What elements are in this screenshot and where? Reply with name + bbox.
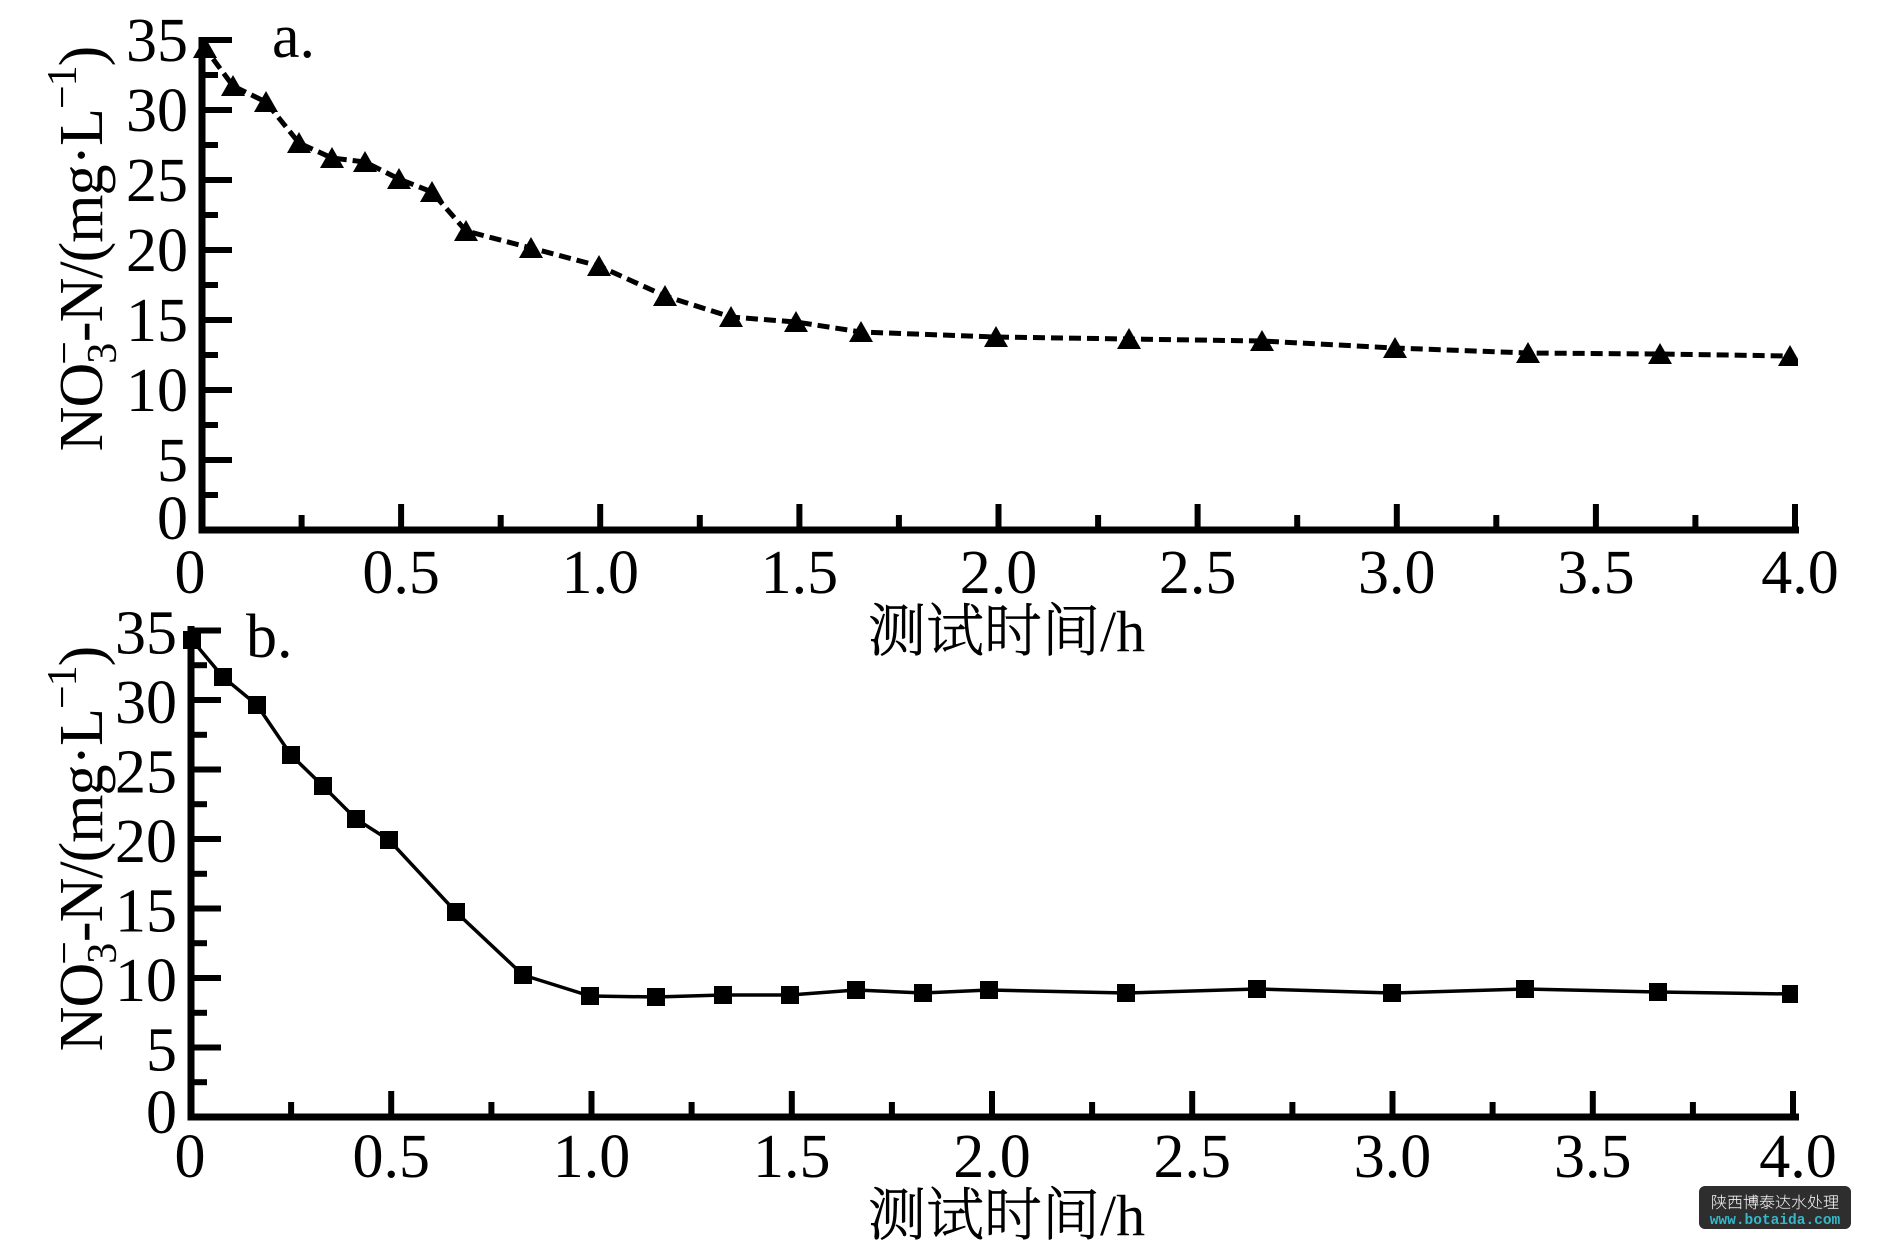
svg-text:1.5: 1.5 [761,539,839,607]
svg-text:NO3−-N/(mg·L−1): NO3−-N/(mg·L−1) [40,47,126,452]
svg-text:1.0: 1.0 [553,1123,631,1191]
svg-text:20: 20 [115,808,177,876]
svg-text:20: 20 [126,217,188,285]
svg-text:2.0: 2.0 [953,1123,1031,1191]
svg-text:0: 0 [175,539,206,607]
svg-text:2.0: 2.0 [960,539,1038,607]
svg-text:30: 30 [126,77,188,145]
svg-text:3.5: 3.5 [1557,539,1635,607]
svg-text:/h: /h [1100,1183,1145,1248]
svg-text:25: 25 [126,147,188,215]
svg-text:10: 10 [126,357,188,425]
svg-text:35: 35 [126,7,188,75]
svg-text:1.0: 1.0 [561,539,639,607]
svg-text:15: 15 [126,287,188,355]
svg-text:3.0: 3.0 [1354,1123,1432,1191]
svg-text:4.0: 4.0 [1761,539,1839,607]
svg-text:3.5: 3.5 [1554,1123,1632,1191]
svg-text:www.botaida.com: www.botaida.com [1710,1213,1841,1229]
svg-text:25: 25 [115,739,177,807]
svg-text:5: 5 [157,427,188,495]
svg-text:30: 30 [115,669,177,737]
svg-text:0: 0 [157,485,188,553]
svg-text:3.0: 3.0 [1358,539,1436,607]
svg-text:NO3−-N/(mg·L−1): NO3−-N/(mg·L−1) [40,647,126,1052]
svg-text:0.5: 0.5 [352,1123,430,1191]
svg-text:2.5: 2.5 [1159,539,1237,607]
svg-text:2.5: 2.5 [1153,1123,1231,1191]
svg-text:1.5: 1.5 [753,1123,831,1191]
svg-text:35: 35 [115,600,177,668]
svg-text:0: 0 [175,1123,206,1191]
svg-text:b.: b. [246,603,293,671]
svg-text:4.0: 4.0 [1759,1123,1837,1191]
svg-text:0.5: 0.5 [362,539,440,607]
svg-text:0: 0 [146,1079,177,1147]
svg-text:15: 15 [115,878,177,946]
svg-text:10: 10 [115,947,177,1015]
svg-text:5: 5 [146,1017,177,1085]
svg-text:a.: a. [272,3,315,71]
svg-text:/h: /h [1100,599,1145,664]
